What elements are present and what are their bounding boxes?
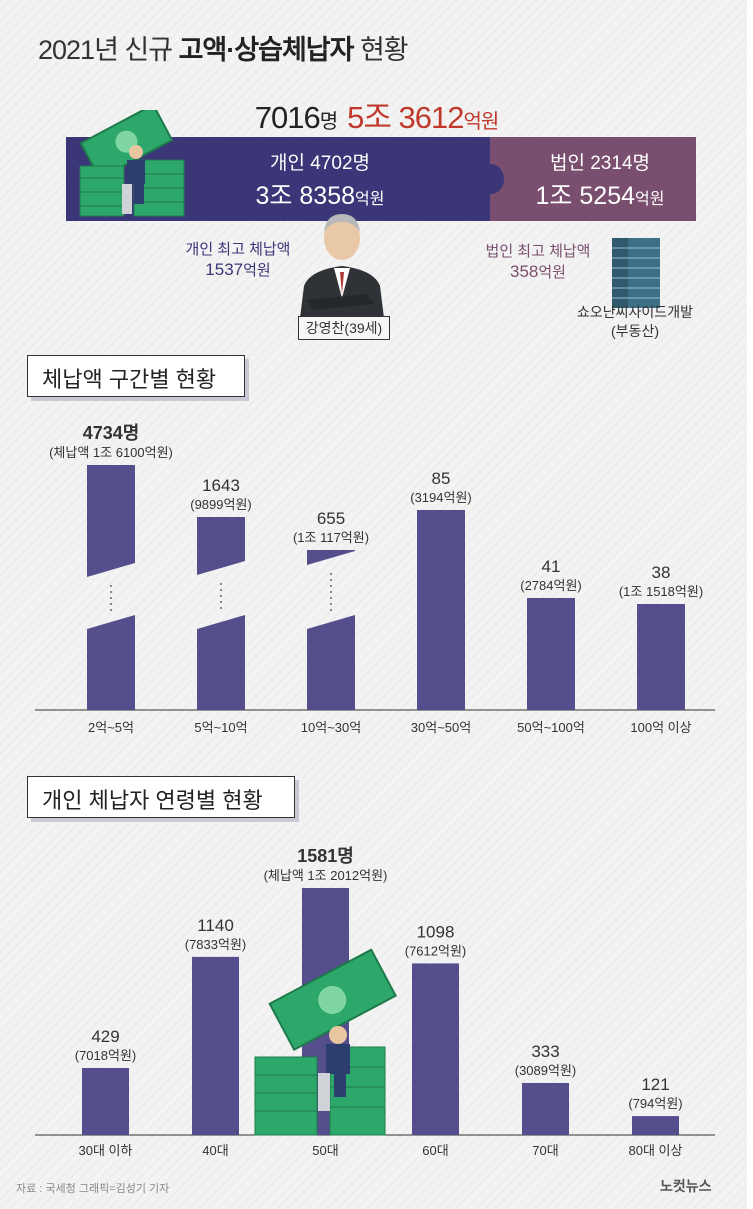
- bar: [522, 1082, 569, 1135]
- puzzle-knob: [478, 164, 504, 194]
- total-summary: 7016명 5조 3612억원: [254, 100, 500, 135]
- bar-amount-label: (7018억원): [75, 1048, 137, 1063]
- bar-upper-part: [197, 517, 245, 575]
- chart-amount-range: 4734명 (체납액 1조 6100억원) 2억~5억 1643 (9899억원) 5억~…: [35, 423, 715, 735]
- x-tick-label: 70대: [532, 1143, 558, 1158]
- x-tick-label: 40대: [202, 1143, 228, 1158]
- bar-value-label: 655: [317, 509, 345, 528]
- bar-value-label: 333: [531, 1042, 559, 1061]
- corporate-label: 법인 2314명: [550, 153, 650, 174]
- bar-amount-label: (3194억원): [410, 490, 472, 505]
- bar: [192, 956, 239, 1135]
- money-stack-illustration-icon: [254, 948, 398, 1136]
- x-tick-label: 10억~30억: [301, 720, 361, 735]
- bar: [417, 510, 465, 710]
- footer-logo: 노컷뉴스: [660, 1178, 712, 1194]
- individual-max-arrears: 개인 최고 체납액 1537억원: [185, 241, 291, 279]
- individual-amount: 3조 8358억원: [255, 182, 385, 210]
- corporate-banner: [490, 137, 696, 221]
- bar: [632, 1116, 679, 1135]
- bar-value-label: 121: [641, 1075, 669, 1094]
- chart-age-group: 429 (7018억원) 30대 이하 1140 (7833억원) 40대 1581명 (체납…: [35, 846, 715, 1158]
- bar-upper-part: [307, 550, 355, 565]
- bar-value-label: 429: [91, 1027, 119, 1046]
- bar-amount-label: (1조 1518억원): [619, 584, 703, 599]
- bar-value-label: 1643: [202, 476, 240, 495]
- bar-amount-label: (794억원): [628, 1096, 682, 1111]
- bar: [307, 615, 355, 710]
- x-tick-label: 2억~5억: [88, 720, 134, 735]
- money-stack-icon: [79, 110, 185, 217]
- section-title-age-group: 개인 체납자 연령별 현황: [27, 776, 295, 818]
- x-tick-label: 5억~10억: [194, 720, 247, 735]
- page-title: 2021년 신규 고액·상습체납자 현황: [38, 35, 409, 65]
- x-tick-label: 30대 이하: [79, 1143, 133, 1158]
- bar: [87, 615, 135, 710]
- bar-amount-label: (7612억원): [405, 943, 467, 958]
- corporate-amount: 1조 5254억원: [535, 182, 665, 210]
- bar-value-label: 1098: [417, 922, 455, 941]
- x-tick-label: 50대: [312, 1143, 338, 1158]
- bar: [527, 598, 575, 710]
- section-title-amount-range: 체납액 구간별 현황: [27, 355, 245, 397]
- corporate-max-arrears: 법인 최고 체납액 358억원: [485, 243, 591, 281]
- individual-label: 개인 4702명: [270, 153, 370, 174]
- bar-amount-label: (2784억원): [520, 578, 582, 593]
- bar-amount-label: (체납액 1조 2012억원): [264, 868, 388, 883]
- company-name: 쇼오난씨사이드개발 (부동산): [577, 304, 693, 339]
- bar-value-label: 1140: [197, 916, 234, 935]
- x-tick-label: 100억 이상: [630, 720, 691, 735]
- bar-amount-label: (1조 117억원): [293, 530, 369, 545]
- bar-amount-label: (3089억원): [515, 1063, 577, 1078]
- bar: [197, 615, 245, 710]
- bar-value-label: 1581명: [297, 846, 354, 866]
- bar-value-label: 38: [652, 563, 671, 582]
- building-icon: [612, 238, 660, 308]
- x-tick-label: 50억~100억: [517, 720, 585, 735]
- bar: [412, 963, 459, 1135]
- x-tick-label: 30억~50억: [411, 720, 471, 735]
- bar-amount-label: (7833억원): [185, 937, 247, 952]
- bar-upper-part: [87, 465, 135, 577]
- bar-value-label: 85: [432, 469, 451, 488]
- businessman-icon: [300, 214, 384, 318]
- x-tick-label: 80대 이상: [629, 1143, 683, 1158]
- person-name: 강영찬(39세): [298, 316, 390, 340]
- footer-source: 자료 : 국세청 그래픽=김성기 기자: [16, 1183, 170, 1195]
- bar: [637, 604, 685, 710]
- bar: [82, 1067, 129, 1135]
- bar-value-label: 41: [542, 557, 561, 576]
- bar-value-label: 4734명: [83, 423, 140, 443]
- x-tick-label: 60대: [422, 1143, 448, 1158]
- bar-amount-label: (9899억원): [190, 497, 252, 512]
- bar-amount-label: (체납액 1조 6100억원): [49, 445, 173, 460]
